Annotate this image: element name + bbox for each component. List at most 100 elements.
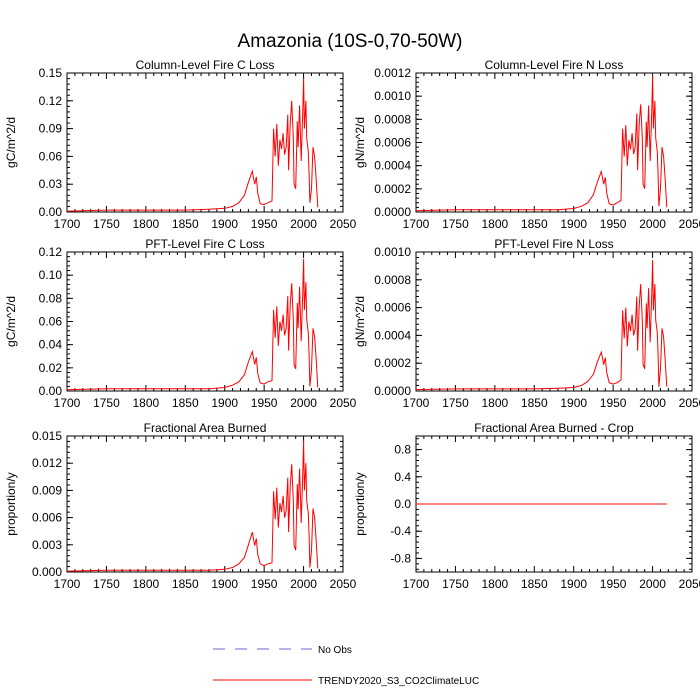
- x-tick-label: 1800: [482, 217, 509, 231]
- x-tick-label: 1850: [521, 217, 548, 231]
- y-tick-label: 0.0008: [374, 112, 411, 126]
- x-tick-label: 1800: [482, 396, 509, 410]
- x-tick-label: 2000: [639, 396, 666, 410]
- x-tick-label: 1900: [211, 217, 238, 231]
- x-tick-label: 1900: [560, 217, 587, 231]
- y-axis-label: gN/m^2/d: [353, 296, 367, 347]
- panel-title: PFT-Level Fire C Loss: [145, 237, 264, 251]
- x-tick-label: 1950: [251, 396, 278, 410]
- x-tick-label: 1850: [521, 577, 548, 591]
- x-tick-label: 1950: [600, 396, 627, 410]
- plot-frame: [66, 72, 344, 213]
- y-tick-label: 0.06: [39, 149, 63, 163]
- x-tick-label: 1750: [442, 577, 469, 591]
- x-tick-label: 1800: [133, 577, 160, 591]
- y-tick-label: 0.012: [32, 456, 62, 470]
- x-tick-label: 2000: [639, 217, 666, 231]
- y-tick-label: 0.0006: [374, 301, 411, 315]
- x-tick-label: 2050: [679, 217, 700, 231]
- x-tick-label: 2050: [330, 217, 357, 231]
- series-line: [66, 440, 319, 572]
- x-tick-label: 1750: [93, 396, 120, 410]
- y-tick-label: 0.0002: [374, 356, 411, 370]
- x-tick-label: 1700: [54, 396, 81, 410]
- x-tick-label: 1850: [172, 217, 199, 231]
- y-axis-label: gC/m^2/d: [4, 296, 18, 347]
- x-tick-label: 1950: [251, 577, 278, 591]
- y-tick-label: 0.0: [394, 497, 411, 511]
- x-tick-label: 1750: [93, 217, 120, 231]
- y-tick-label: 0.009: [32, 483, 62, 497]
- y-axis-label: proportion/y: [4, 472, 18, 535]
- y-axis-label: proportion/y: [353, 472, 367, 535]
- panel-column-n: Column-Level Fire N Loss gN/m^2/d 1700 1750…: [353, 58, 700, 231]
- y-tick-label: 0.12: [39, 94, 63, 108]
- x-tick-label: 1800: [133, 396, 160, 410]
- panel-column-c: Column-Level Fire C Loss gC/m^2/d 1700 1750…: [4, 58, 357, 231]
- panel-title: Fractional Area Burned: [144, 421, 267, 435]
- x-tick-label: 2050: [679, 577, 700, 591]
- x-tick-label: 1700: [403, 396, 430, 410]
- y-tick-label: -0.8: [390, 551, 411, 565]
- y-tick-label: 0.02: [39, 361, 63, 375]
- plot-frame: [415, 251, 693, 392]
- y-tick-label: -0.4: [390, 524, 411, 538]
- x-tick-label: 1750: [442, 396, 469, 410]
- y-tick-label: 0.8: [394, 443, 411, 457]
- panel-title: PFT-Level Fire N Loss: [494, 237, 613, 251]
- figure-title: Amazonia (10S-0,70-50W): [238, 31, 463, 52]
- panel-area-burned-crop: Fractional Area Burned - Crop proportion/…: [353, 421, 700, 591]
- x-tick-label: 1750: [93, 577, 120, 591]
- y-tick-label: 0.0000: [374, 384, 411, 398]
- y-tick-label: 0.003: [32, 538, 62, 552]
- x-tick-label: 1950: [600, 217, 627, 231]
- x-tick-label: 2000: [290, 577, 317, 591]
- x-tick-label: 1850: [172, 396, 199, 410]
- y-tick-label: 0.0010: [374, 245, 411, 259]
- y-tick-label: 0.0004: [374, 328, 411, 342]
- x-tick-label: 1850: [172, 577, 199, 591]
- y-tick-label: 0.0000: [374, 205, 411, 219]
- panel-pft-n: PFT-Level Fire N Loss gN/m^2/d 1700 1750 180…: [353, 237, 700, 410]
- y-tick-label: 0.15: [39, 66, 63, 80]
- y-tick-label: 0.0010: [374, 89, 411, 103]
- plot-frame: [66, 435, 344, 573]
- x-tick-label: 2000: [639, 577, 666, 591]
- x-tick-label: 1950: [600, 577, 627, 591]
- x-tick-label: 1950: [251, 217, 278, 231]
- x-tick-label: 1900: [211, 396, 238, 410]
- x-tick-label: 2000: [290, 396, 317, 410]
- y-tick-label: 0.00: [39, 384, 63, 398]
- y-tick-label: 0.0008: [374, 273, 411, 287]
- y-tick-label: 0.0002: [374, 182, 411, 196]
- series-line: [415, 75, 668, 212]
- series-line: [415, 260, 668, 391]
- y-tick-label: 0.04: [39, 338, 63, 352]
- panel-title: Column-Level Fire C Loss: [136, 58, 275, 72]
- x-tick-label: 1700: [403, 217, 430, 231]
- y-tick-label: 0.0006: [374, 136, 411, 150]
- y-axis-label: gN/m^2/d: [353, 117, 367, 168]
- x-tick-label: 1700: [54, 217, 81, 231]
- y-axis-label: gC/m^2/d: [4, 117, 18, 168]
- legend-no-obs-label: No Obs: [318, 645, 352, 656]
- x-tick-label: 1700: [54, 577, 81, 591]
- y-tick-label: 0.0012: [374, 66, 411, 80]
- x-tick-label: 2050: [679, 396, 700, 410]
- x-tick-label: 1750: [442, 217, 469, 231]
- panel-area-burned: Fractional Area Burned proportion/y 1700 17…: [4, 421, 357, 591]
- panel-title: Fractional Area Burned - Crop: [474, 421, 634, 435]
- x-tick-label: 1850: [521, 396, 548, 410]
- x-tick-label: 2050: [330, 396, 357, 410]
- y-tick-label: 0.006: [32, 511, 62, 525]
- y-tick-label: 0.00: [39, 205, 63, 219]
- x-tick-label: 1900: [560, 577, 587, 591]
- y-tick-label: 0.09: [39, 122, 63, 136]
- y-tick-label: 0.015: [32, 429, 62, 443]
- x-tick-label: 2000: [290, 217, 317, 231]
- y-tick-label: 0.03: [39, 177, 63, 191]
- legend-model-label: TRENDY2020_S3_CO2ClimateLUC: [318, 676, 479, 687]
- y-tick-label: 0.000: [32, 565, 62, 579]
- series-line: [66, 258, 319, 391]
- y-tick-label: 0.4: [394, 470, 411, 484]
